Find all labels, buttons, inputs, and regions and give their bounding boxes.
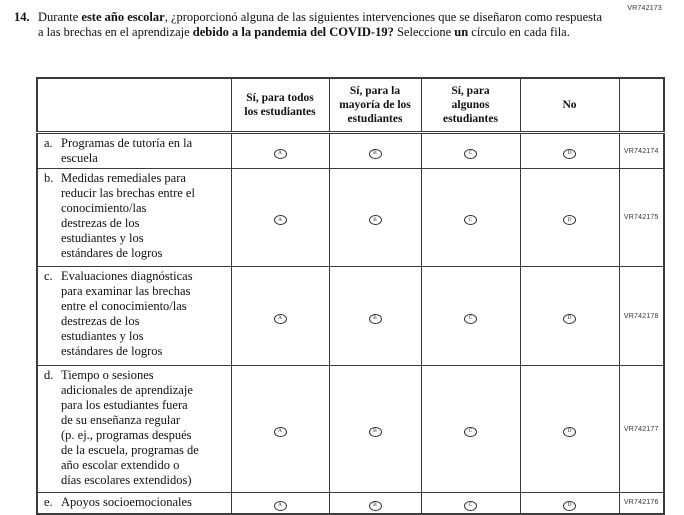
row-letter: c. [44, 269, 53, 283]
question-text: Durante este año escolar, ¿proporcionó a… [38, 10, 603, 40]
bubble-cell: D [519, 491, 620, 515]
bubble-cell: A [230, 132, 330, 169]
table-row: e. Apoyos socioemocionales A B C D VR742… [36, 491, 665, 515]
header-col-yes-some: Sí, para algunos estudiantes [420, 77, 521, 134]
row-code: VR742177 [618, 365, 665, 493]
row-label-cell: e. Apoyos socioemocionales [36, 491, 232, 515]
answer-bubble-a[interactable]: A [273, 500, 287, 511]
row-code: VR742175 [618, 168, 665, 267]
row-label-cell: c. Evaluaciones diagnósticas para examin… [36, 266, 232, 366]
row-code: VR742178 [618, 266, 665, 366]
bubble-cell: A [230, 168, 330, 267]
bubble-cell: D [519, 266, 620, 366]
bubble-cell: A [230, 491, 330, 515]
question-text-segment: , ¿proporcionó alguna de las siguientes … [38, 10, 603, 39]
row-label-cell: d. Tiempo o sesiones adicionales de apre… [36, 365, 232, 493]
table-body: a. Programas de tutoría en la escuela A … [36, 132, 665, 515]
answer-bubble-a[interactable]: A [273, 148, 287, 159]
question-text-segment: Durante [38, 10, 82, 24]
answer-bubble-b[interactable]: B [368, 426, 382, 437]
question-block: 14. Durante este año escolar, ¿proporcio… [14, 10, 603, 40]
bubble-cell: B [328, 168, 422, 267]
bubble-cell: A [230, 266, 330, 366]
header-col-yes-all: Sí, para todos los estudiantes [230, 77, 330, 134]
bubble-cell: D [519, 365, 620, 493]
question-response-table: Sí, para todos los estudiantes Sí, para … [36, 77, 665, 515]
bubble-cell: D [519, 168, 620, 267]
answer-bubble-b[interactable]: B [368, 148, 382, 159]
question-text-segment-bold: un [454, 25, 469, 39]
answer-bubble-d[interactable]: D [563, 215, 576, 226]
bubble-cell: B [328, 132, 422, 169]
question-text-segment-bold: este año escolar [81, 10, 165, 24]
bubble-cell: B [328, 266, 422, 366]
bubble-cell: C [420, 491, 521, 515]
table-row: b. Medidas remediales para reducir las b… [36, 168, 665, 267]
row-label: Tiempo o sesiones adicionales de aprendi… [61, 368, 199, 487]
header-col-no: No [519, 77, 620, 134]
answer-bubble-a[interactable]: A [273, 313, 287, 324]
question-number: 14. [14, 10, 30, 24]
row-letter: b. [44, 171, 54, 185]
answer-bubble-c[interactable]: C [464, 313, 477, 324]
row-label-cell: a. Programas de tutoría en la escuela [36, 132, 232, 169]
row-label: Medidas remediales para reducir las brec… [61, 171, 195, 260]
row-letter: d. [44, 368, 54, 382]
bubble-cell: C [420, 168, 521, 267]
row-label: Programas de tutoría en la escuela [61, 136, 193, 165]
header-col-yes-most: Sí, para la mayoría de los estudiantes [328, 77, 422, 134]
answer-bubble-c[interactable]: C [464, 148, 477, 159]
bubble-cell: B [328, 365, 422, 493]
bubble-cell: C [420, 132, 521, 169]
table-header-row: Sí, para todos los estudiantes Sí, para … [36, 77, 665, 134]
row-code: VR742174 [618, 132, 665, 169]
bubble-cell: C [420, 266, 521, 366]
answer-bubble-c[interactable]: C [464, 500, 477, 511]
answer-bubble-a[interactable]: A [273, 426, 287, 437]
bubble-cell: A [230, 365, 330, 493]
table-row: d. Tiempo o sesiones adicionales de apre… [36, 365, 665, 493]
table-row: a. Programas de tutoría en la escuela A … [36, 132, 665, 169]
header-empty-cell [36, 77, 232, 134]
answer-bubble-c[interactable]: C [464, 426, 477, 437]
answer-bubble-c[interactable]: C [464, 215, 477, 226]
bubble-cell: B [328, 491, 422, 515]
row-letter: a. [44, 136, 53, 150]
question-text-segment: Seleccione [393, 25, 455, 39]
question-text-segment-bold: debido a la pandemia del COVID-19? [192, 25, 394, 39]
bubble-cell: D [519, 132, 620, 169]
row-code: VR742176 [618, 491, 665, 515]
answer-bubble-a[interactable]: A [273, 215, 287, 226]
row-label-cell: b. Medidas remediales para reducir las b… [36, 168, 232, 267]
row-label: Apoyos socioemocionales [61, 495, 192, 509]
table-row: c. Evaluaciones diagnósticas para examin… [36, 266, 665, 366]
answer-bubble-d[interactable]: D [563, 500, 576, 511]
row-letter: e. [44, 495, 53, 509]
form-code-top-right: VR742173 [627, 5, 662, 12]
answer-bubble-d[interactable]: D [563, 426, 576, 437]
answer-bubble-d[interactable]: D [563, 313, 576, 324]
header-code-cell [618, 77, 665, 134]
answer-bubble-d[interactable]: D [563, 148, 576, 159]
row-label: Evaluaciones diagnósticas para examinar … [61, 269, 193, 358]
question-text-segment: círculo en cada fila. [468, 25, 570, 39]
answer-bubble-b[interactable]: B [368, 313, 382, 324]
answer-bubble-b[interactable]: B [368, 215, 382, 226]
bubble-cell: C [420, 365, 521, 493]
answer-bubble-b[interactable]: B [368, 500, 382, 511]
